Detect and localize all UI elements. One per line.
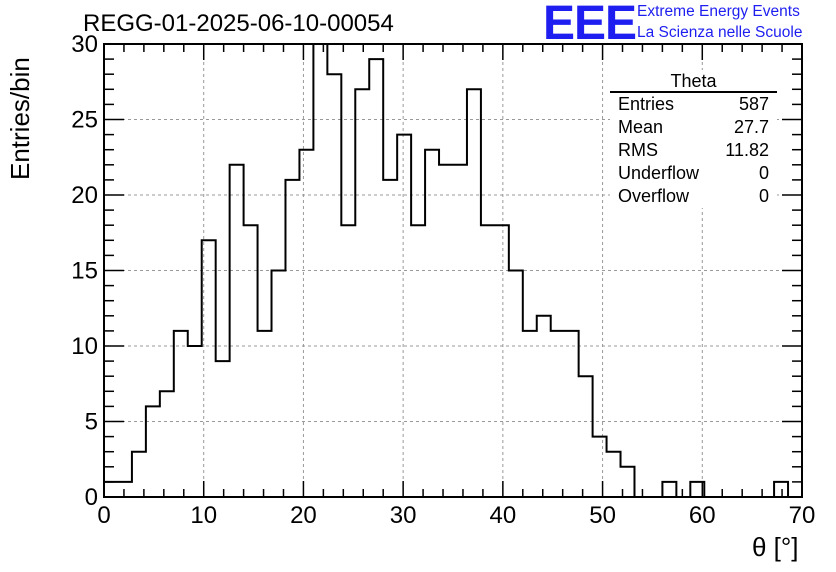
x-tick-label: 50 [589,502,616,529]
y-tick-label: 25 [71,107,98,134]
stats-row-underflow: Underflow 0 [610,162,777,185]
logo-line-1: Extreme Energy Events [637,3,800,20]
stats-box: Theta Entries 587 Mean 27.7 RMS 11.82 Un… [610,70,777,208]
stats-label: RMS [618,140,658,160]
x-tick-label: 10 [190,502,217,529]
stats-label: Overflow [618,186,690,206]
x-tick-label: 20 [290,502,317,529]
stats-value: 11.82 [725,140,769,160]
y-tick-label: 0 [85,484,98,511]
histogram-line [104,43,802,498]
x-tick-label: 30 [390,502,417,529]
stats-value: 0 [758,186,769,206]
plot-frame [103,43,803,498]
x-tick-label: 40 [490,502,517,529]
stats-row-rms: RMS 11.82 [610,139,777,162]
y-tick-label: 15 [71,258,98,285]
y-tick-label: 30 [71,31,98,58]
eee-logo: EEE [543,0,637,50]
stats-value: 0 [758,163,769,183]
stats-row-entries: Entries 587 [610,93,777,116]
y-axis-label: Entries/bin [5,57,35,180]
y-tick-label: 5 [85,409,98,436]
stats-label: Underflow [618,163,700,183]
stats-label: Entries [618,94,675,114]
stats-row-mean: Mean 27.7 [610,116,777,139]
x-tick-label: 0 [97,502,110,529]
plot-title: REGG-01-2025-06-10-00054 [83,10,394,37]
y-tick-labels: 0 5 10 15 20 25 30 [71,31,98,511]
stats-title: Theta [610,70,777,93]
x-tick-labels: 0 10 20 30 40 50 60 70 [97,502,815,529]
stats-value: 27.7 [733,117,769,137]
y-tick-label: 10 [71,333,98,360]
stats-value: 587 [738,94,769,114]
stats-label: Mean [618,117,664,137]
y-tick-label: 20 [71,182,98,209]
x-tick-label: 60 [689,502,716,529]
x-tick-label: 70 [789,502,816,529]
stats-row-overflow: Overflow 0 [610,185,777,208]
x-axis-label: θ [°] [752,532,799,562]
logo-line-2: La Scienza nelle Scuole [637,24,803,41]
